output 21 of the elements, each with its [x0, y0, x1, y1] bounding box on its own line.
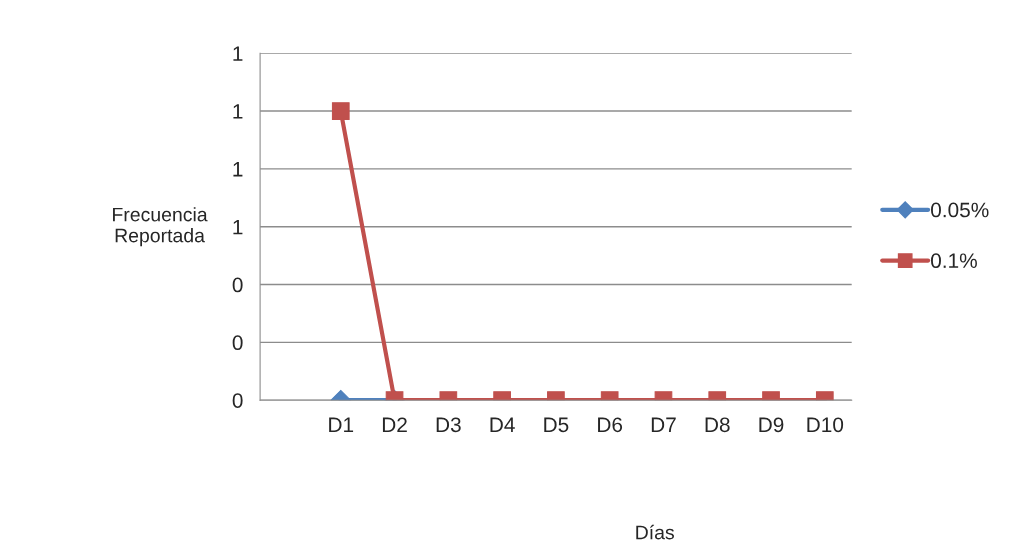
y-tick-label: 0 [232, 277, 243, 293]
x-tick-label: D5 [544, 417, 569, 433]
legend-label: 0.05% [931, 202, 989, 218]
x-tick-label: D9 [759, 417, 784, 433]
x-tick-label: D2 [382, 417, 407, 432]
x-tick-label: D10 [807, 417, 844, 433]
y-tick-label: 0 [232, 335, 243, 351]
y-axis-title: Frecuencia Reportada [113, 207, 208, 247]
y-tick-label: 0 [232, 393, 243, 408]
x-tick-label: D6 [598, 417, 623, 433]
x-tick-label: D8 [705, 417, 730, 433]
x-axis-title: Días [636, 524, 674, 540]
y-tick-label: 1 [233, 104, 243, 119]
y-tick-label: 1 [233, 219, 243, 235]
x-tick-label: D7 [651, 417, 676, 432]
x-tick-label: D1 [329, 417, 354, 432]
y-tick-label: 1 [233, 162, 243, 177]
legend-label: 0.1% [931, 253, 977, 269]
y-tick-label: 1 [233, 46, 243, 61]
x-tick-label: D3 [436, 417, 461, 433]
x-tick-label: D4 [490, 417, 515, 432]
